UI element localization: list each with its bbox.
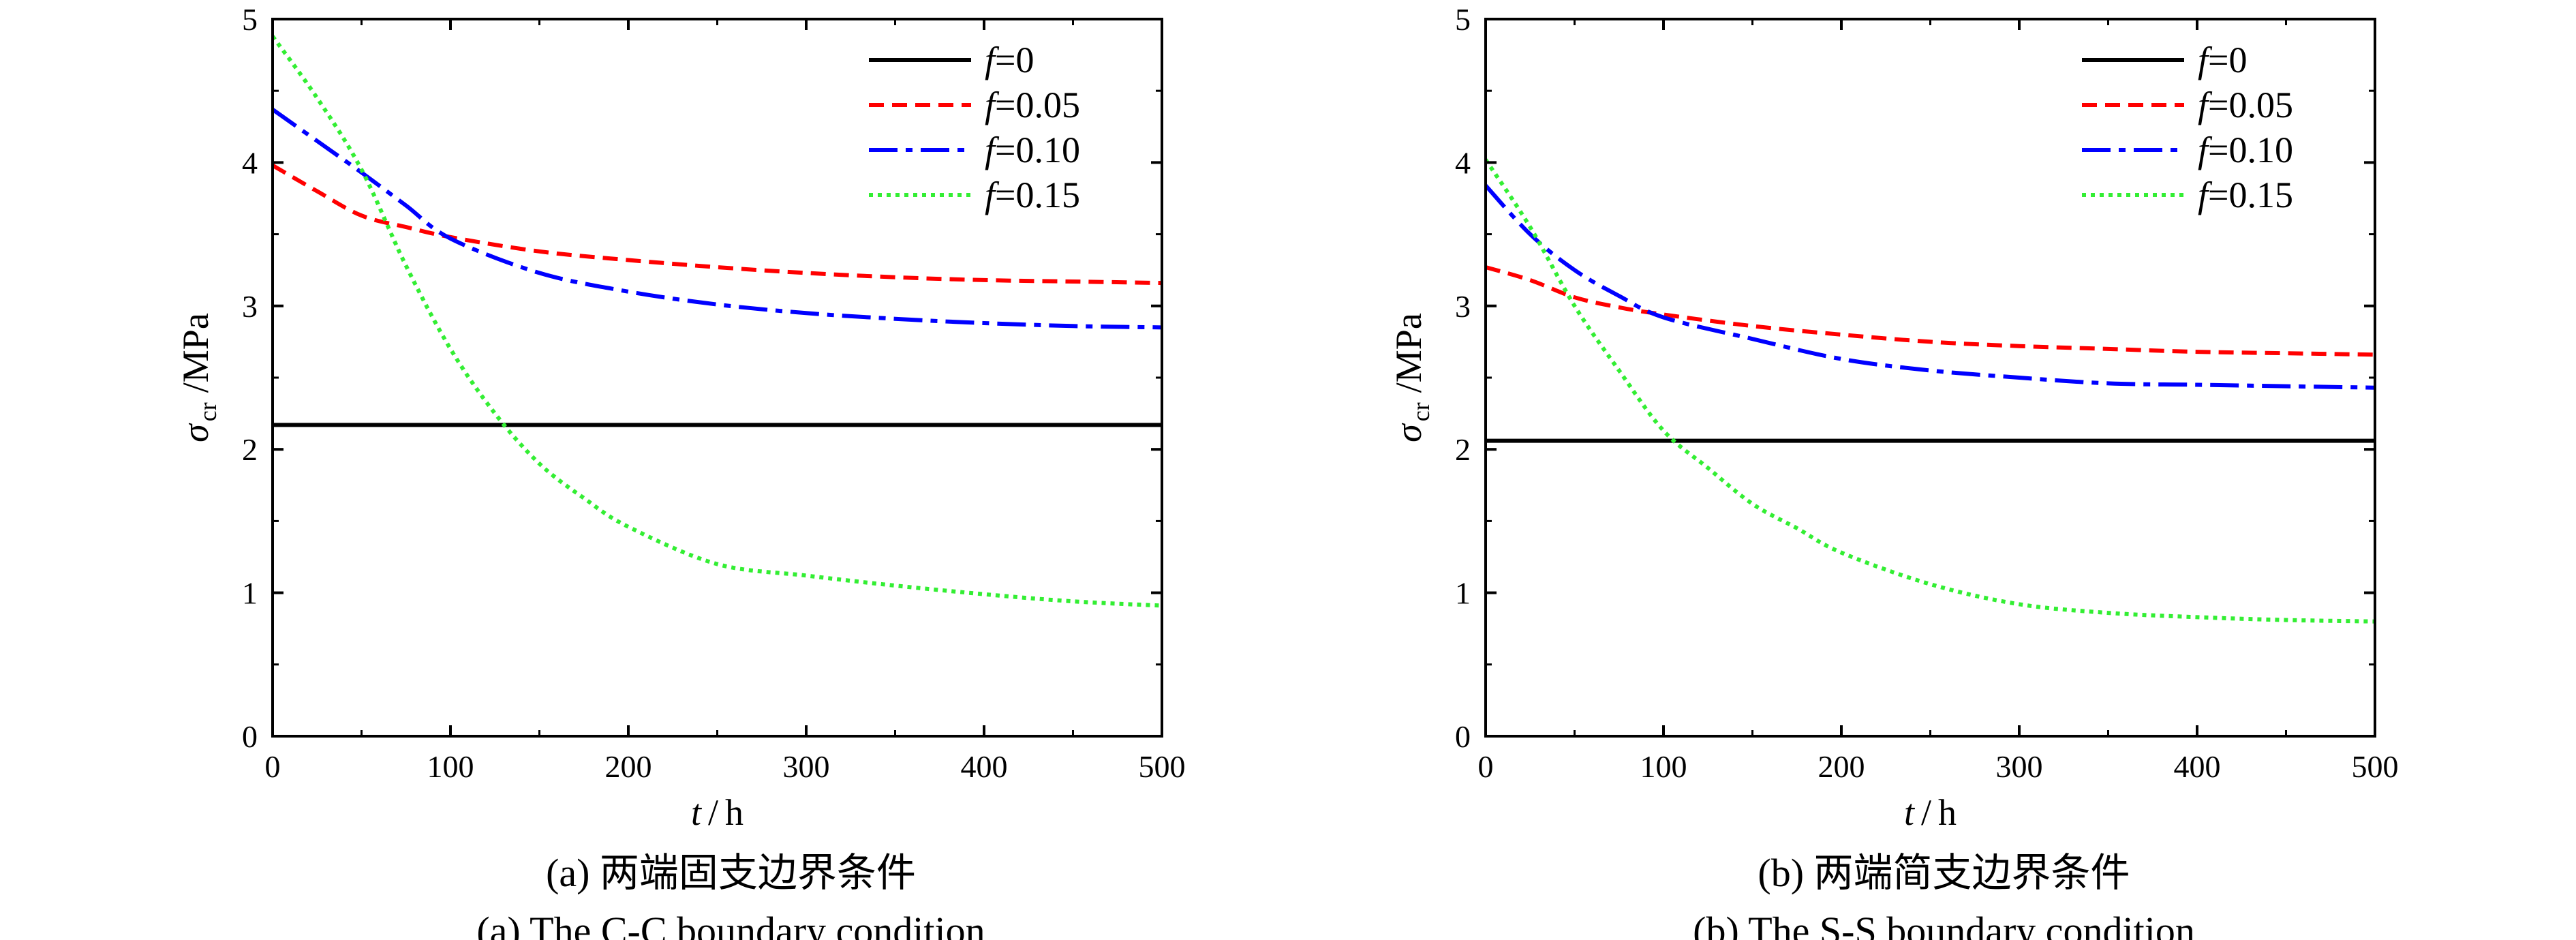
series-line	[273, 35, 1162, 608]
y-tick-label: 0	[242, 719, 258, 754]
legend-label: f=0	[2198, 40, 2247, 80]
y-tick-label: 3	[1455, 289, 1471, 324]
x-tick-label: 100	[1640, 749, 1687, 784]
caption-english: (b) The S-S boundary condition	[1693, 909, 2195, 940]
y-axis-title: σcr/MPa	[175, 313, 221, 442]
caption-english: (a) The C-C boundary condition	[476, 909, 985, 940]
legend-item: f=0	[869, 40, 1034, 80]
x-tick-label: 500	[1139, 749, 1186, 784]
y-tick-label: 0	[1455, 719, 1471, 754]
y-tick-label: 2	[1455, 432, 1471, 467]
x-tick-label: 200	[605, 749, 652, 784]
caption-chinese: (b) 两端简支边界条件	[1758, 851, 2130, 895]
x-tick-label: 400	[961, 749, 1008, 784]
x-tick-label: 0	[265, 749, 281, 784]
caption-chinese: (a) 两端固支边界条件	[546, 851, 916, 895]
legend-item: f=0	[2082, 40, 2247, 80]
x-tick-label: 100	[427, 749, 474, 784]
x-axis-title: t / h	[691, 792, 743, 833]
legend-label: f=0.10	[2198, 130, 2293, 170]
y-axis-var: σ	[175, 423, 216, 442]
y-tick-label: 3	[242, 289, 258, 324]
legend-label: f=0.10	[985, 130, 1080, 170]
ticks-layer: 0 100 200 300 400 500 0 1 2 3 4 5	[1455, 2, 2399, 784]
x-axis-title: t / h	[1904, 792, 1957, 833]
series-line	[1486, 184, 2375, 390]
x-axis-var: t	[691, 792, 703, 833]
y-tick-label: 1	[242, 576, 258, 611]
y-tick-label: 5	[242, 2, 258, 37]
x-tick-label: 400	[2174, 749, 2221, 784]
legend-item: f=0.15	[2082, 175, 2293, 215]
x-tick-label: 200	[1818, 749, 1865, 784]
x-tick-label: 300	[1996, 749, 2043, 784]
legend-label: f=0.15	[2198, 175, 2293, 215]
y-tick-label: 4	[242, 145, 258, 180]
series-line	[1486, 265, 2375, 357]
y-axis-var: σ	[1388, 423, 1429, 442]
x-axis-unit: h	[725, 792, 743, 833]
legend-label: f=0.05	[985, 85, 1080, 125]
y-tick-label: 5	[1455, 2, 1471, 37]
plot-frame	[1484, 18, 2376, 738]
legend-label: f=0	[985, 40, 1034, 80]
series-line	[1486, 158, 2375, 624]
x-axis-unit: h	[1938, 792, 1957, 833]
y-axis-unit: MPa	[175, 313, 216, 382]
series-line	[273, 164, 1162, 286]
legend-item: f=0.15	[869, 175, 1080, 215]
legend-label: f=0.05	[2198, 85, 2293, 125]
legend-item: f=0.10	[2082, 130, 2293, 170]
legend-item: f=0.10	[869, 130, 1080, 170]
x-axis-var: t	[1904, 792, 1916, 833]
y-tick-label: 2	[242, 432, 258, 467]
series-layer	[273, 35, 1162, 608]
x-tick-label: 0	[1478, 749, 1494, 784]
y-axis-unit: MPa	[1388, 313, 1429, 382]
y-axis-sub: cr	[1407, 402, 1435, 421]
y-tick-label: 1	[1455, 576, 1471, 611]
x-tick-label: 300	[783, 749, 830, 784]
plot-frame	[271, 18, 1163, 738]
y-axis-title: σcr/MPa	[1388, 313, 1435, 442]
x-tick-label: 500	[2352, 749, 2399, 784]
ticks-layer: 0 100 200 300 400 500 0 1 2 3 4 5	[242, 2, 1186, 784]
legend-item: f=0.05	[2082, 85, 2293, 125]
legend-item: f=0.05	[869, 85, 1080, 125]
y-tick-label: 4	[1455, 145, 1471, 180]
legend: f=0 f=0.05 f=0.10 f=0.15	[2082, 40, 2293, 215]
y-axis-sub: cr	[194, 402, 221, 421]
legend: f=0 f=0.05 f=0.10 f=0.15	[869, 40, 1080, 215]
series-line	[273, 108, 1162, 330]
series-layer	[1486, 158, 2375, 624]
legend-label: f=0.15	[985, 175, 1080, 215]
